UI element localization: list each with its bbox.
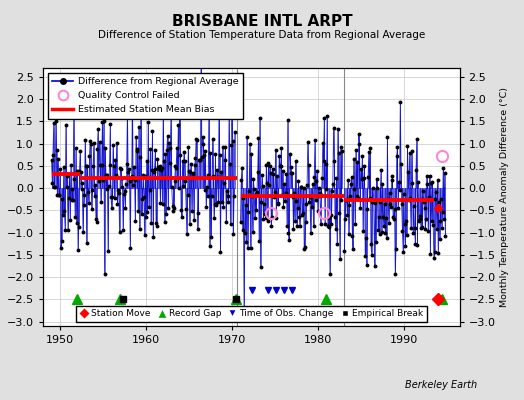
Text: Berkeley Earth: Berkeley Earth	[405, 380, 477, 390]
Text: Difference of Station Temperature Data from Regional Average: Difference of Station Temperature Data f…	[99, 30, 425, 40]
Text: BRISBANE INTL ARPT: BRISBANE INTL ARPT	[172, 14, 352, 29]
Legend: Station Move, Record Gap, Time of Obs. Change, Empirical Break: Station Move, Record Gap, Time of Obs. C…	[76, 306, 427, 322]
Y-axis label: Monthly Temperature Anomaly Difference (°C): Monthly Temperature Anomaly Difference (…	[500, 87, 509, 307]
